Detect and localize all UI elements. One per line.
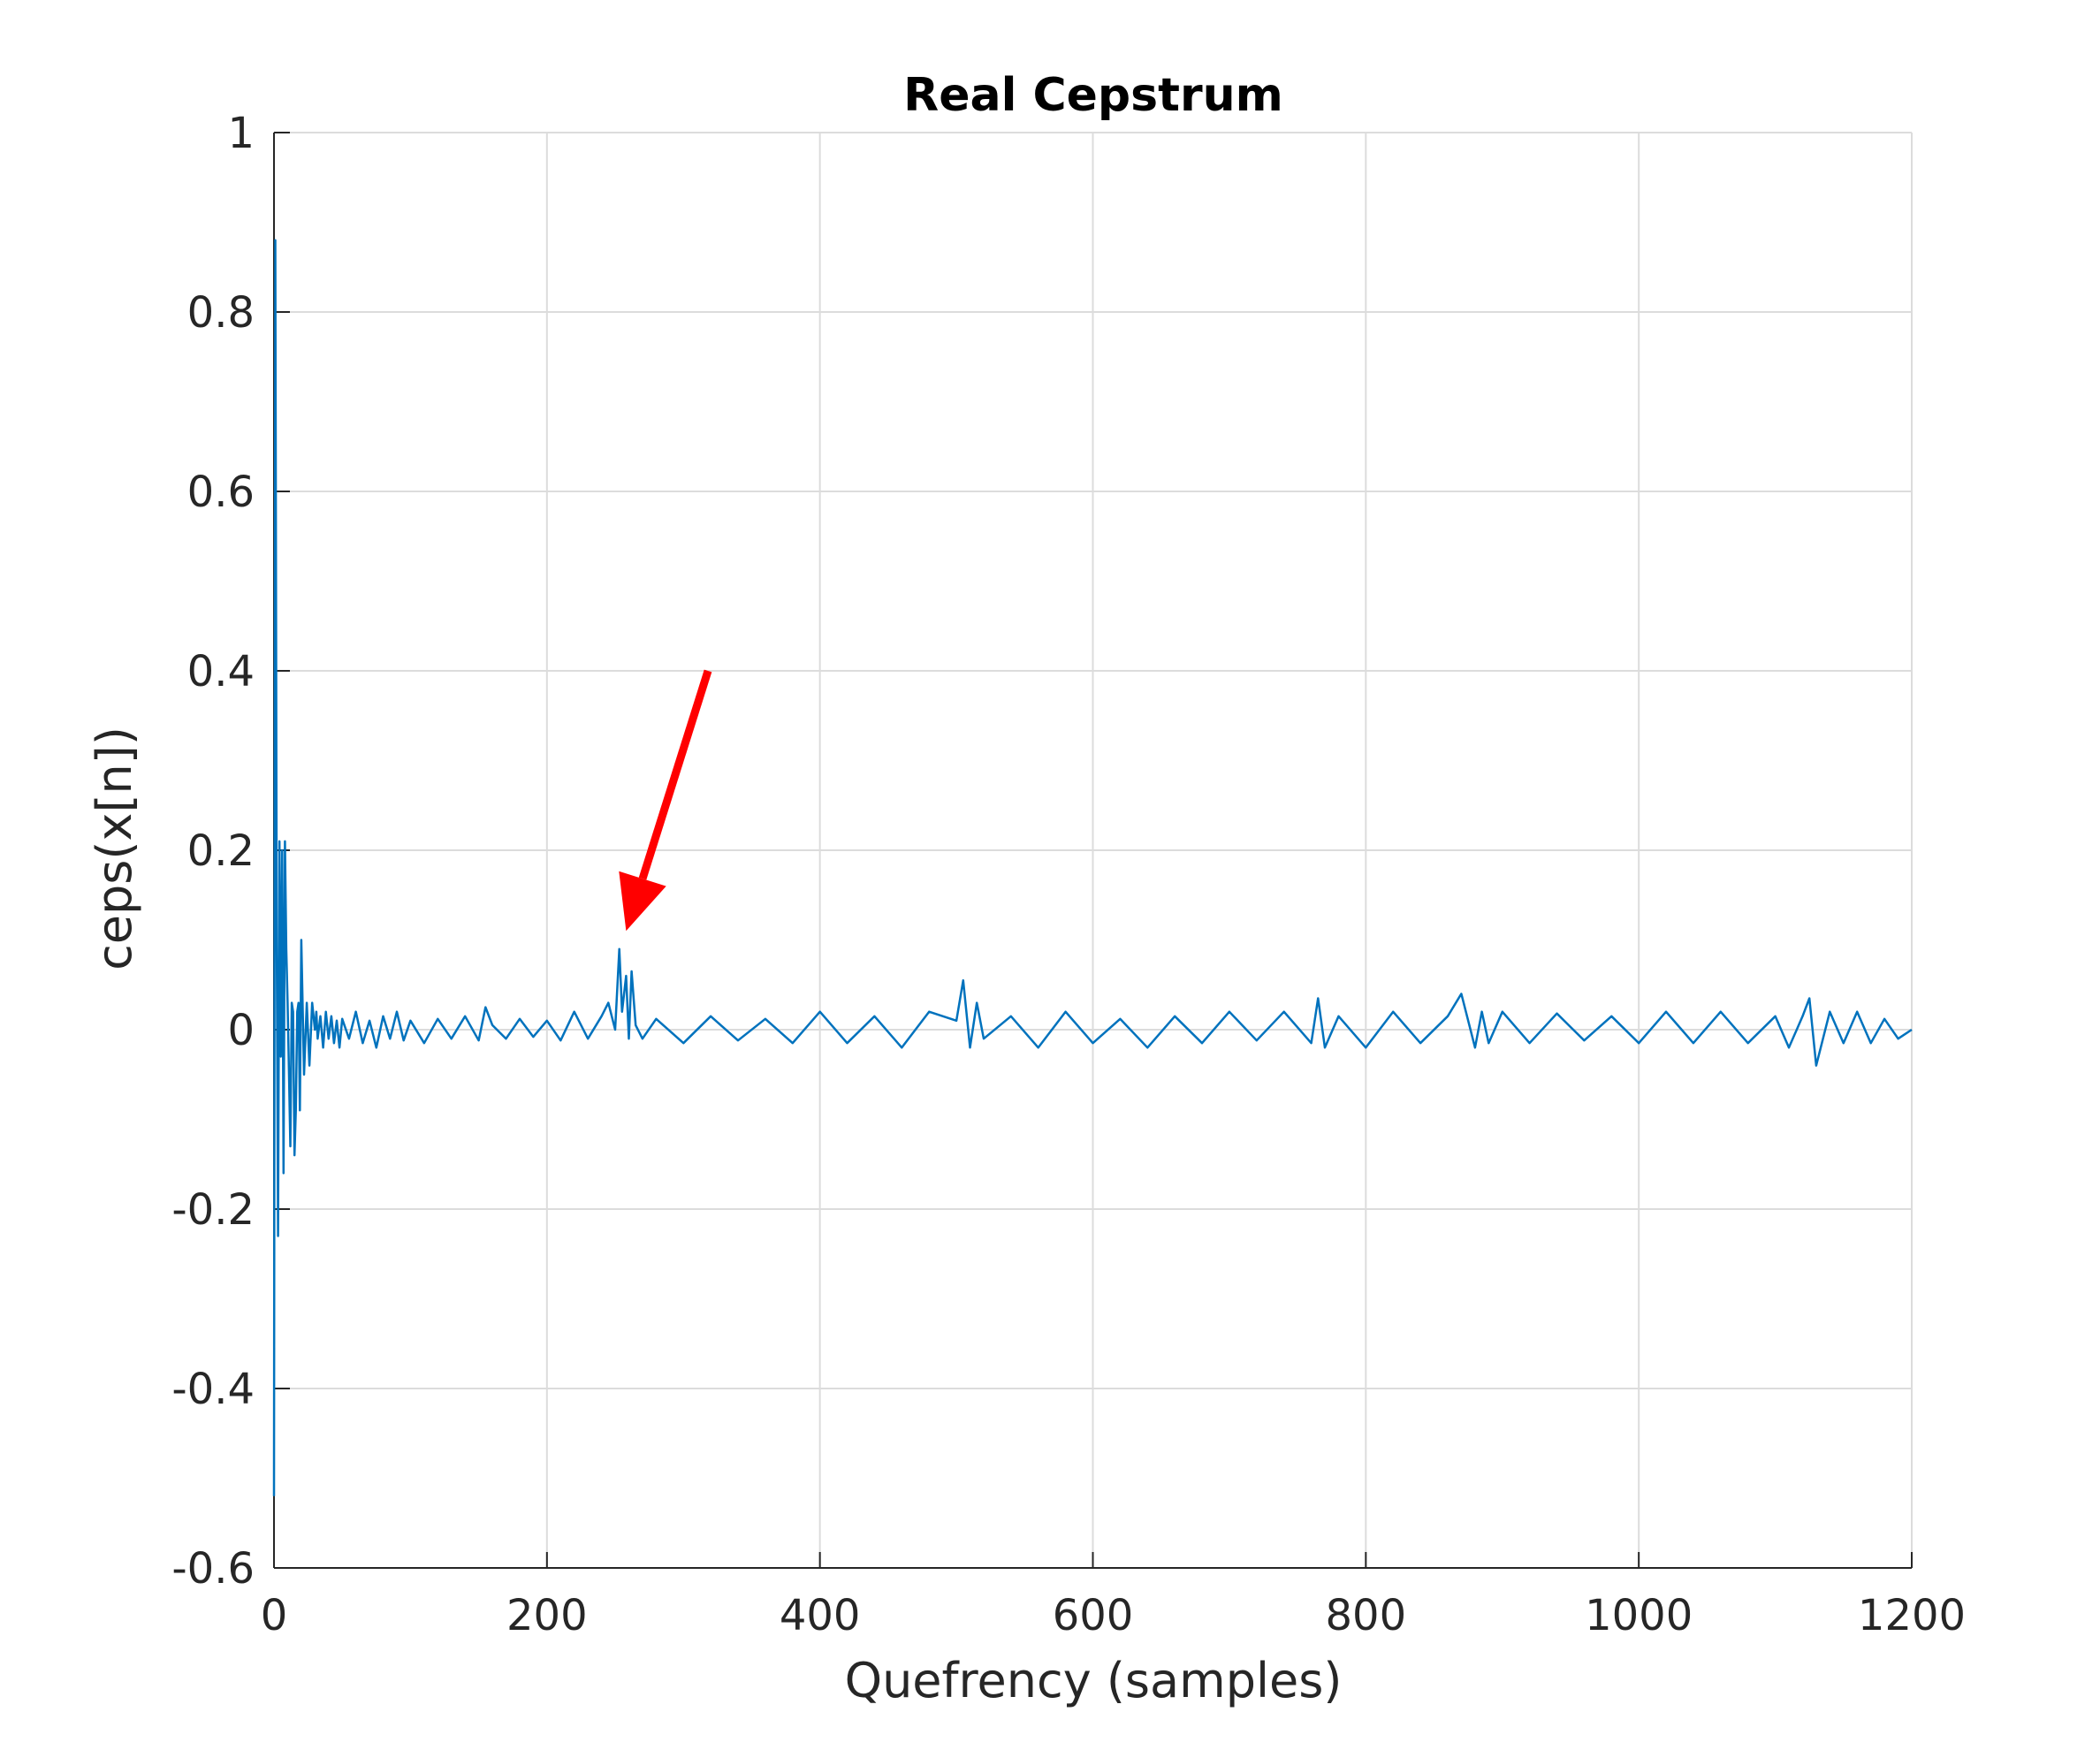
y-tick-label-0: -0.6: [171, 1544, 255, 1594]
grid: [273, 132, 1913, 1569]
y-tick-label-3: 0: [227, 1006, 255, 1055]
annotation-arrow-head: [619, 871, 666, 932]
x-tick-label-2: 400: [780, 1591, 861, 1640]
y-tick-label-6: 0.6: [187, 468, 255, 517]
series-line-0: [272, 239, 1913, 1496]
ticks: 0 200 400 600 800 1000 1200 -0.6 -0.4 -0.2 0 0.2 0.4…: [171, 109, 1966, 1640]
chart-title: Real Cepstrum: [903, 69, 1283, 122]
x-axis-label: Quefrency (samples): [845, 1653, 1343, 1708]
y-tick-label-1: -0.4: [171, 1365, 255, 1414]
annotation-layer: [619, 669, 712, 932]
y-tick-label-8: 1: [227, 109, 255, 158]
y-axis-label: ceps(x[n]): [87, 727, 142, 970]
x-tick-label-1: 200: [506, 1591, 588, 1640]
series-layer: [272, 239, 1913, 1496]
y-tick-label-7: 0.8: [187, 288, 255, 338]
x-tick-label-4: 800: [1326, 1591, 1407, 1640]
x-tick-label-5: 1000: [1585, 1591, 1693, 1640]
x-tick-label-3: 600: [1053, 1591, 1134, 1640]
y-tick-label-4: 0.2: [187, 826, 255, 876]
x-tick-label-0: 0: [261, 1591, 288, 1640]
annotation-arrow-shaft: [638, 669, 712, 880]
x-tick-label-6: 1200: [1858, 1591, 1966, 1640]
y-tick-label-2: -0.2: [171, 1185, 255, 1235]
y-tick-label-5: 0.4: [187, 647, 255, 696]
